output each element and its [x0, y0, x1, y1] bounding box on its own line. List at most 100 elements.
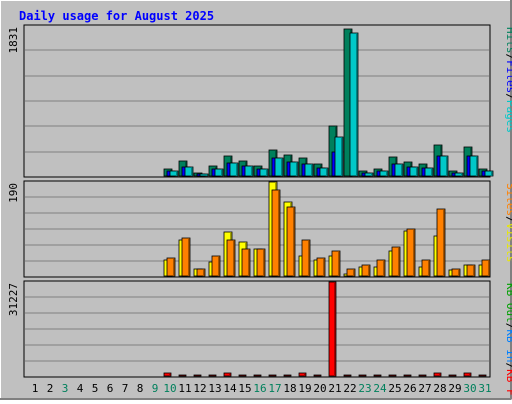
bar-pages-day-21 — [334, 136, 344, 177]
bar-sites-day-28 — [436, 208, 446, 277]
x-axis-label-day-27: 27 — [418, 382, 431, 395]
bar-sites-day-13 — [211, 255, 221, 277]
bar-sites-day-25 — [391, 246, 401, 277]
bar-sites-day-29 — [451, 268, 461, 277]
x-axis-label-day-22: 22 — [343, 382, 356, 395]
bar-pages-day-10 — [169, 170, 179, 177]
bar-kb-f-day-19 — [298, 372, 307, 377]
x-axis-label-day-19: 19 — [298, 382, 311, 395]
bar-kb-f-day-22 — [343, 374, 352, 377]
x-axis-label-day-2: 2 — [47, 382, 54, 395]
bar-sites-day-24 — [376, 259, 386, 277]
bar-pages-day-26 — [409, 166, 419, 177]
bar-kb-f-day-18 — [283, 374, 292, 377]
x-axis-label-day-10: 10 — [163, 382, 176, 395]
x-axis-label-day-24: 24 — [373, 382, 387, 395]
bar-pages-day-29 — [454, 172, 464, 177]
bar-pages-day-28 — [439, 155, 449, 177]
x-axis-label-day-6: 6 — [107, 382, 114, 395]
legend-separator: / — [504, 323, 512, 330]
bar-kb-f-day-27 — [418, 374, 427, 377]
bar-kb-f-day-21 — [328, 281, 337, 377]
bar-pages-day-27 — [424, 167, 434, 177]
panel-bottom-legend: KB Out/KB In/KB F — [504, 283, 512, 396]
bar-pages-day-11 — [184, 166, 194, 177]
legend-separator: / — [504, 216, 512, 223]
bar-pages-day-24 — [379, 170, 389, 177]
panel-middle-y-max-label: 190 — [7, 183, 20, 203]
bar-kb-f-day-13 — [208, 374, 217, 377]
panel-middle: 190 Sites/Visits — [7, 180, 512, 278]
bar-pages-day-12 — [199, 173, 209, 177]
x-axis-label-day-13: 13 — [208, 382, 221, 395]
bar-sites-day-12 — [196, 268, 206, 277]
legend-sites: Sites — [504, 183, 512, 216]
bar-sites-day-23 — [361, 264, 371, 277]
x-axis-label-day-31: 31 — [478, 382, 491, 395]
bar-kb-f-day-12 — [193, 374, 202, 377]
legend-kb-out: KB Out — [504, 283, 512, 323]
x-axis-label-day-28: 28 — [433, 382, 446, 395]
bar-pages-day-19 — [304, 163, 314, 177]
bar-sites-day-20 — [316, 257, 326, 277]
bar-kb-f-day-26 — [403, 374, 412, 377]
bar-sites-day-18 — [286, 206, 296, 277]
x-axis-label-day-21: 21 — [328, 382, 341, 395]
x-axis-label-day-17: 17 — [268, 382, 281, 395]
bar-pages-day-18 — [289, 161, 299, 177]
bar-kb-f-day-29 — [448, 374, 457, 377]
chart-title: Daily usage for August 2025 — [19, 9, 214, 23]
bar-sites-day-19 — [301, 239, 311, 277]
bar-sites-day-31 — [481, 259, 491, 277]
x-axis-label-day-14: 14 — [223, 382, 237, 395]
panel-top-legend: Hits/Files/Pages — [504, 27, 512, 133]
bar-kb-f-day-31 — [478, 374, 487, 377]
legend-hits: Hits — [504, 27, 512, 54]
x-axis-label-day-5: 5 — [92, 382, 99, 395]
bar-pages-day-31 — [484, 170, 494, 177]
bar-pages-day-14 — [229, 162, 239, 177]
bar-pages-day-30 — [469, 155, 479, 177]
x-axis-label-day-29: 29 — [448, 382, 461, 395]
x-axis-label-day-18: 18 — [283, 382, 296, 395]
bar-kb-f-day-24 — [373, 374, 382, 377]
bar-pages-day-25 — [394, 163, 404, 177]
bar-kb-f-day-16 — [253, 374, 262, 377]
x-axis-label-day-1: 1 — [32, 382, 39, 395]
panel-middle-legend: Sites/Visits — [504, 183, 512, 263]
x-axis-label-day-12: 12 — [193, 382, 206, 395]
bar-kb-f-day-10 — [163, 372, 172, 377]
bar-kb-f-day-17 — [268, 374, 277, 377]
bar-pages-day-22 — [349, 32, 359, 177]
bar-sites-day-17 — [271, 189, 281, 277]
legend-kb-f: KB F — [504, 369, 512, 396]
bar-sites-day-30 — [466, 264, 476, 277]
bar-pages-day-15 — [244, 165, 254, 177]
x-axis-label-day-25: 25 — [388, 382, 401, 395]
legend-visits: Visits — [504, 223, 512, 263]
x-axis-label-day-20: 20 — [313, 382, 326, 395]
x-axis-label-day-16: 16 — [253, 382, 266, 395]
legend-separator: / — [504, 363, 512, 370]
bar-kb-f-day-30 — [463, 372, 472, 377]
bar-sites-day-10 — [166, 257, 176, 277]
bar-pages-day-23 — [364, 172, 374, 177]
bar-sites-day-27 — [421, 259, 431, 277]
bar-pages-day-17 — [274, 157, 284, 177]
panel-bottom-y-max-label: 31227 — [7, 283, 20, 316]
x-axis-label-day-9: 9 — [152, 382, 159, 395]
bar-kb-f-day-23 — [358, 374, 367, 377]
legend-kb-in: KB In — [504, 329, 512, 362]
bar-sites-day-16 — [256, 248, 266, 277]
x-axis-label-day-15: 15 — [238, 382, 251, 395]
bar-kb-f-day-28 — [433, 372, 442, 377]
bar-kb-f-day-20 — [313, 374, 322, 377]
bar-pages-day-20 — [319, 167, 329, 177]
x-axis-label-day-7: 7 — [122, 382, 129, 395]
legend-separator: / — [504, 93, 512, 100]
bar-pages-day-13 — [214, 168, 224, 177]
